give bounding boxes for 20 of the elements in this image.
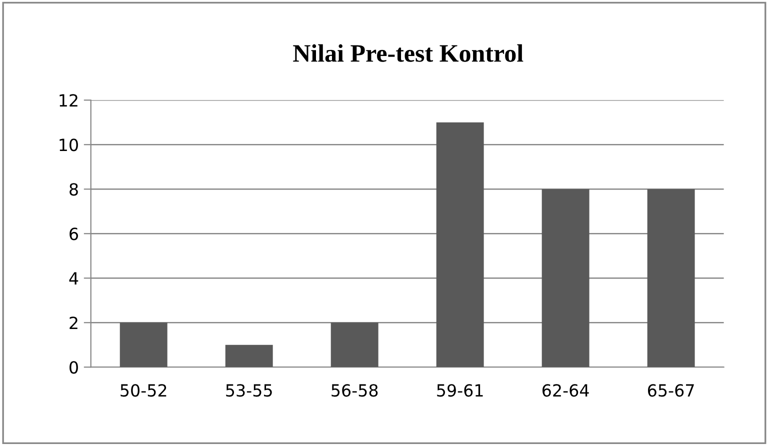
bar	[225, 344, 273, 368]
y-tick-label: 4	[69, 272, 78, 284]
x-tick-label: 53-55	[226, 384, 272, 397]
bar	[120, 322, 168, 368]
x-tick-label: 62-64	[542, 384, 589, 397]
y-tick-label: 6	[70, 228, 78, 240]
y-tick-label: 12	[60, 94, 78, 106]
bar	[647, 189, 695, 368]
chart-title: Nilai Pre-test Kontrol	[293, 44, 524, 62]
x-tick-label: 56-58	[332, 384, 378, 397]
bar	[330, 322, 378, 368]
bar	[542, 189, 590, 368]
x-tick-label: 50-52	[120, 384, 166, 397]
y-tick-label: 8	[70, 183, 78, 196]
y-tick-label: 0	[70, 361, 78, 374]
x-tick-label: 65-67	[648, 384, 694, 397]
x-tick-label: 59-61	[437, 384, 483, 397]
y-tick-label: 10	[60, 138, 78, 152]
bar	[436, 122, 484, 368]
y-tick-label: 2	[70, 316, 78, 329]
